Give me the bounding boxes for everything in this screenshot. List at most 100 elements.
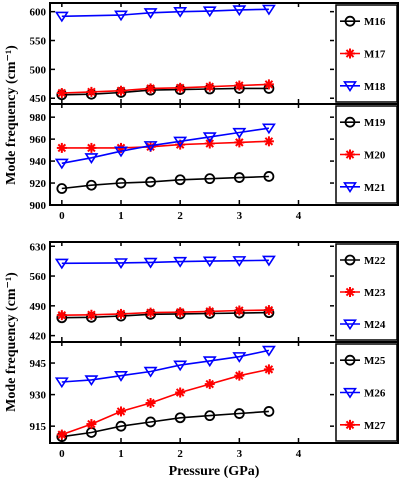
y-tick-label: 550 — [30, 36, 47, 48]
data-point-m18 — [261, 4, 276, 16]
legend-label-m23: M23 — [364, 287, 386, 299]
data-point-m17-stroke — [235, 81, 244, 90]
data-point-m20-stroke — [146, 142, 155, 152]
data-point-m27-stroke — [146, 398, 155, 408]
data-point-m23-stroke — [57, 310, 67, 320]
series-line-m24 — [61, 259, 269, 265]
data-point-m18 — [232, 5, 247, 17]
legend-marker-m17-stroke — [345, 49, 355, 58]
data-point-m20 — [204, 138, 215, 149]
legend-label-m21: M21 — [364, 182, 385, 194]
data-point-m17-stroke — [146, 84, 155, 93]
data-point-m26 — [114, 371, 128, 382]
data-point-m21 — [202, 132, 217, 144]
data-point-m18 — [173, 7, 188, 18]
data-point-m19 — [204, 173, 216, 185]
data-point-m24 — [114, 258, 128, 270]
data-point-m17-stroke — [116, 86, 126, 95]
x-tick-label: 0 — [59, 210, 65, 222]
data-point-m21 — [261, 123, 276, 135]
x-tick-label: 3 — [237, 210, 243, 222]
x-tick-label: 0 — [59, 448, 65, 460]
data-point-m19 — [56, 183, 68, 194]
data-point-m27 — [145, 398, 156, 409]
data-point-m23 — [204, 306, 215, 317]
legend-marker-m22 — [344, 254, 356, 266]
data-point-m27 — [175, 387, 186, 398]
legend-marker-m19 — [344, 116, 356, 128]
data-point-m27 — [86, 419, 97, 430]
legend-marker-m27-stroke — [345, 420, 355, 430]
data-point-m21 — [114, 146, 128, 158]
data-point-m20-stroke — [264, 137, 274, 146]
legend-label-m20: M20 — [364, 150, 386, 162]
y-tick-label: 945 — [30, 358, 47, 370]
data-point-m26 — [173, 360, 188, 372]
data-point-m26 — [84, 375, 99, 387]
data-point-m27 — [116, 406, 126, 417]
data-point-m20-stroke — [57, 143, 67, 153]
series-line-m18 — [61, 8, 269, 18]
x-tick-label: 4 — [296, 210, 302, 222]
y-tick-label: 940 — [30, 156, 47, 168]
legend-label-m16: M16 — [364, 16, 386, 28]
data-point-m17 — [116, 85, 126, 96]
data-point-m20-stroke — [205, 139, 214, 148]
legend-marker-m27 — [345, 419, 355, 430]
legend-label-m19: M19 — [364, 117, 386, 129]
data-point-m24 — [143, 257, 158, 269]
series-line-m21 — [61, 127, 270, 165]
data-point-m24 — [54, 258, 69, 270]
data-point-m17-stroke — [87, 87, 96, 97]
data-point-m23 — [234, 305, 245, 316]
data-point-m23 — [175, 307, 186, 318]
x-tick-label: 3 — [237, 448, 243, 460]
y-axis-title: Mode frequency (cm⁻¹) — [4, 45, 19, 185]
legend-label-m18: M18 — [364, 81, 386, 93]
data-point-m23 — [263, 305, 274, 316]
data-point-m27-stroke — [87, 419, 96, 429]
data-point-m23 — [56, 310, 67, 321]
legend-marker-m21 — [343, 182, 357, 193]
data-point-m17 — [175, 82, 186, 93]
data-point-m17-stroke — [205, 82, 214, 91]
data-point-m23-stroke — [116, 309, 126, 319]
legend-marker-m23 — [345, 287, 355, 297]
data-point-m27 — [234, 370, 245, 381]
data-point-m24 — [261, 255, 276, 267]
legend-marker-m17 — [345, 48, 355, 59]
data-point-m25 — [145, 416, 156, 428]
data-point-m21 — [54, 158, 69, 170]
panel-0-1-frame — [49, 103, 399, 206]
data-point-m17-stroke — [57, 88, 67, 98]
y-tick-label: 915 — [30, 421, 47, 433]
series-line-m27 — [61, 368, 270, 436]
data-point-m25 — [233, 408, 245, 419]
panel-1-1-frame — [49, 341, 399, 444]
data-point-m23-stroke — [87, 310, 96, 320]
legend-marker-m25 — [344, 354, 356, 366]
x-tick-label: 2 — [177, 448, 183, 460]
y-tick-label: 920 — [30, 178, 47, 190]
x-axis-title: Pressure (GPa) — [169, 464, 260, 479]
data-point-m27-stroke — [116, 407, 126, 416]
data-point-m20 — [56, 142, 67, 153]
data-point-m19 — [263, 171, 275, 182]
data-point-m17 — [204, 81, 215, 92]
data-point-m23 — [145, 307, 156, 318]
data-point-m17 — [234, 80, 245, 91]
legend-label-m27: M27 — [364, 420, 386, 432]
data-point-m25 — [263, 406, 275, 417]
data-point-m25 — [174, 412, 186, 424]
legend-label-m17: M17 — [364, 49, 386, 61]
data-point-m21 — [173, 136, 188, 148]
y-tick-label: 500 — [30, 64, 47, 76]
data-point-m17 — [145, 83, 156, 94]
x-tick-label: 2 — [177, 210, 183, 222]
data-point-m17 — [263, 79, 274, 90]
x-tick-label: 4 — [296, 448, 302, 460]
y-tick-label: 450 — [30, 93, 47, 105]
data-point-m27 — [56, 429, 67, 440]
data-point-m26 — [202, 356, 217, 368]
data-point-m18 — [143, 8, 158, 19]
